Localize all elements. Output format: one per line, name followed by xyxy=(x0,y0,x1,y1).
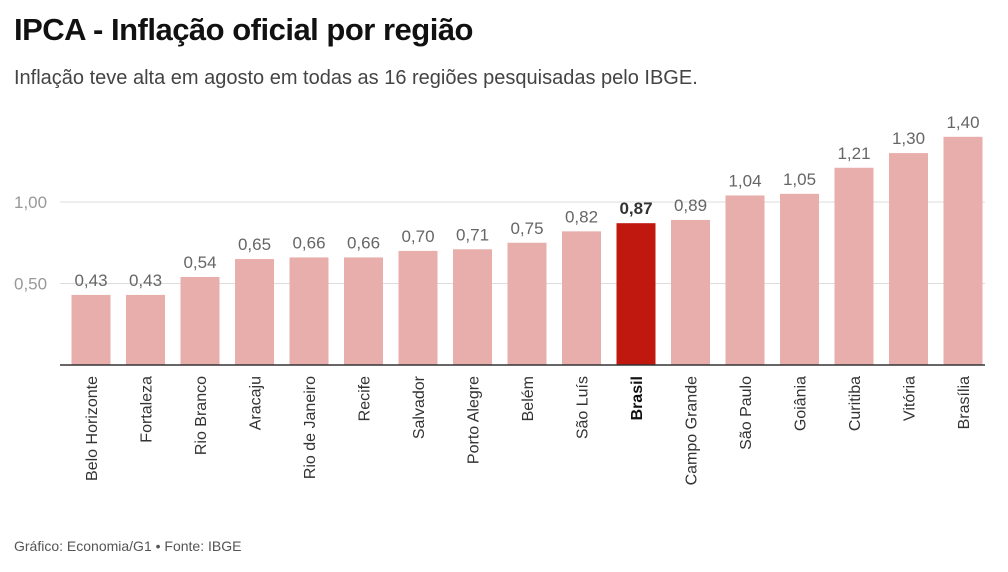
bar xyxy=(71,294,111,365)
bars-layer xyxy=(60,136,985,366)
data-label: 0,70 xyxy=(401,227,434,246)
bar xyxy=(289,257,329,365)
x-tick-label: Goiânia xyxy=(793,376,810,431)
data-label: 1,30 xyxy=(892,129,925,148)
data-label: 1,05 xyxy=(783,170,816,189)
chart-title: IPCA - Inflação oficial por região xyxy=(14,12,474,47)
bar-chart: 0,50 1,00 0,43 Belo Horizonte 0,43 Fortaleza… xyxy=(14,113,985,486)
bar xyxy=(126,294,165,365)
x-tick-label: Brasília xyxy=(956,376,973,429)
bar xyxy=(235,259,274,365)
bar xyxy=(507,242,547,365)
bar xyxy=(344,257,383,365)
bar xyxy=(671,219,710,365)
x-tick-label: Rio de Janeiro xyxy=(302,376,319,479)
x-tick-label: São Luís xyxy=(575,376,592,439)
bar xyxy=(398,250,438,365)
bar xyxy=(562,231,601,365)
x-tick-label: Fortaleza xyxy=(139,376,156,443)
bar xyxy=(943,136,983,365)
x-tick-label: São Paulo xyxy=(738,376,755,450)
data-label: 0,75 xyxy=(510,219,543,238)
x-tick-label: Campo Grande xyxy=(684,376,701,485)
data-label: 0,66 xyxy=(292,233,325,252)
x-tick-label: Salvador xyxy=(411,375,428,439)
x-tick-label: Aracaju xyxy=(248,376,265,430)
source-note: Gráfico: Economia/G1 • Fonte: IBGE xyxy=(14,538,242,554)
y-tick-label: 0,50 xyxy=(14,275,47,294)
x-tick-label: Belo Horizonte xyxy=(84,376,101,481)
data-label: 0,87 xyxy=(619,199,652,218)
data-label: 0,82 xyxy=(565,207,598,226)
x-tick-label: Curitiba xyxy=(847,376,864,431)
data-label: 0,65 xyxy=(238,235,271,254)
data-label: 0,43 xyxy=(129,271,162,290)
y-tick-label: 1,00 xyxy=(14,193,47,212)
labels-layer: 0,43 Belo Horizonte 0,43 Fortaleza 0,54 Rio B… xyxy=(74,113,979,486)
data-label: 1,21 xyxy=(837,144,870,163)
chart-subtitle: Inflação teve alta em agosto em todas as… xyxy=(14,67,698,89)
x-tick-label: Recife xyxy=(357,376,374,421)
data-label: 0,54 xyxy=(183,253,216,272)
data-label: 1,40 xyxy=(946,113,979,132)
data-label: 0,71 xyxy=(456,225,489,244)
data-label: 0,66 xyxy=(347,233,380,252)
x-tick-label: Brasil xyxy=(629,376,646,420)
x-tick-label: Vitória xyxy=(902,376,919,421)
data-label: 0,43 xyxy=(74,271,107,290)
bar xyxy=(780,193,819,365)
bar xyxy=(889,153,928,365)
x-tick-label: Belém xyxy=(520,376,537,421)
bar xyxy=(725,195,765,365)
data-label: 0,89 xyxy=(674,196,707,215)
bar xyxy=(180,276,220,365)
data-label: 1,04 xyxy=(728,171,761,190)
bar xyxy=(834,167,874,365)
x-tick-label: Rio Branco xyxy=(193,376,210,455)
bar xyxy=(616,223,656,365)
bar xyxy=(453,249,492,365)
x-tick-label: Porto Alegre xyxy=(466,376,483,464)
